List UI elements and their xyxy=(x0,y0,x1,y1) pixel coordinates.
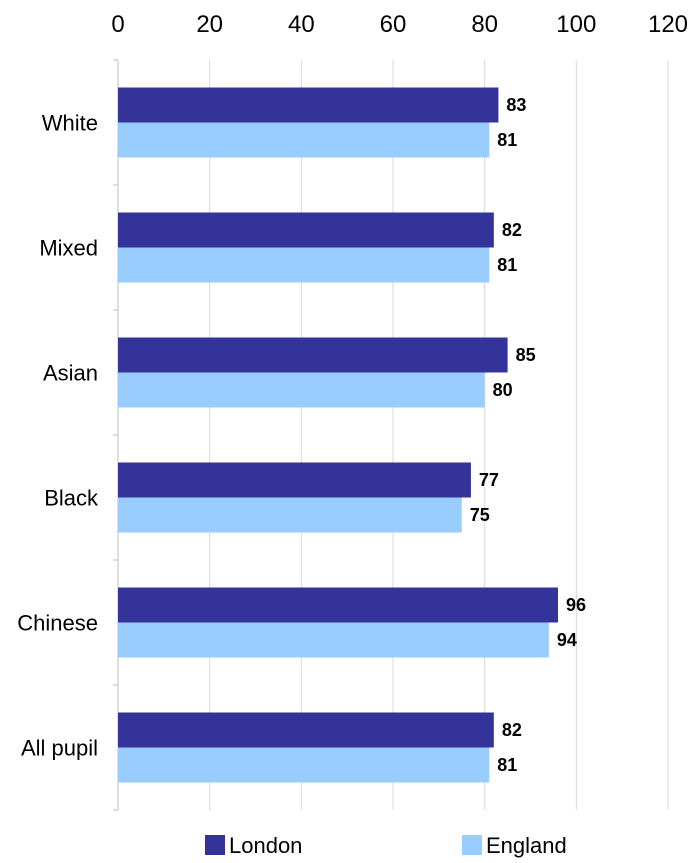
bar-london-all-pupil xyxy=(118,712,494,748)
category-label-mixed: Mixed xyxy=(39,236,98,261)
x-tick-label-20: 20 xyxy=(196,11,223,38)
legend-swatch-london xyxy=(205,835,225,855)
data-label-england-all-pupil: 81 xyxy=(497,755,517,775)
x-tick-label-40: 40 xyxy=(288,11,315,38)
data-label-england-black: 75 xyxy=(470,505,490,525)
legend-swatch-england xyxy=(462,835,482,855)
x-tick-label-100: 100 xyxy=(556,11,596,38)
x-tick-label-0: 0 xyxy=(111,11,124,38)
bar-london-black xyxy=(118,462,471,498)
legend-label-london: London xyxy=(229,833,302,858)
data-label-england-white: 81 xyxy=(497,130,517,150)
data-label-london-asian: 85 xyxy=(516,345,536,365)
category-label-chinese: Chinese xyxy=(17,611,98,636)
data-label-england-asian: 80 xyxy=(493,380,513,400)
bar-england-asian xyxy=(118,372,485,408)
bar-london-white xyxy=(118,87,499,123)
legend-label-england: England xyxy=(486,833,567,858)
category-label-all-pupil: All pupil xyxy=(21,736,98,761)
data-label-london-white: 83 xyxy=(506,95,526,115)
category-label-white: White xyxy=(42,111,98,136)
data-label-london-all-pupil: 82 xyxy=(502,720,522,740)
bar-london-mixed xyxy=(118,212,494,248)
bar-england-white xyxy=(118,122,490,158)
x-tick-label-80: 80 xyxy=(471,11,498,38)
bar-london-chinese xyxy=(118,587,558,623)
data-label-england-mixed: 81 xyxy=(497,255,517,275)
bar-england-mixed xyxy=(118,247,490,283)
category-label-black: Black xyxy=(44,486,99,511)
category-label-asian: Asian xyxy=(43,361,98,386)
bar-england-chinese xyxy=(118,622,549,658)
data-label-london-mixed: 82 xyxy=(502,220,522,240)
x-tick-label-120: 120 xyxy=(648,11,688,38)
x-tick-label-60: 60 xyxy=(380,11,407,38)
data-label-london-chinese: 96 xyxy=(566,595,586,615)
data-label-london-black: 77 xyxy=(479,470,499,490)
bar-london-asian xyxy=(118,337,508,373)
bar-england-all-pupil xyxy=(118,747,490,783)
bar-england-black xyxy=(118,497,462,533)
data-label-england-chinese: 94 xyxy=(557,630,577,650)
